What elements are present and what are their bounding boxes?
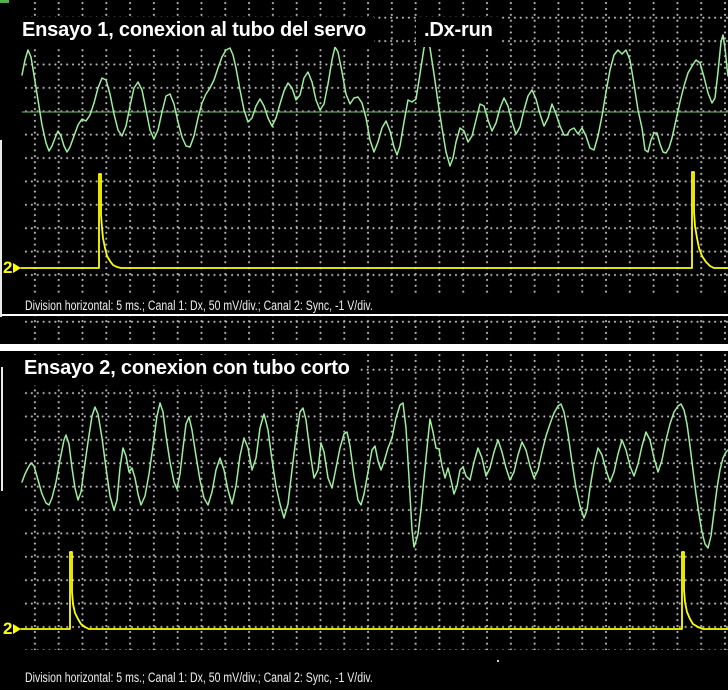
panel1-left-border xyxy=(0,140,2,317)
panel2-measurement-caption: Division horizontal: 5 ms.; Canal 1: Dx,… xyxy=(25,670,373,685)
sync-pulse-trace-panel2 xyxy=(20,551,728,630)
panel1-measurement-caption: Division horizontal: 5 ms.; Canal 1: Dx,… xyxy=(25,298,373,313)
stray-pixel-dot xyxy=(497,660,499,662)
graticule-grid-panel2 xyxy=(21,354,728,650)
dx-waveform-trace-panel2 xyxy=(21,402,728,549)
right-arrow-icon xyxy=(13,624,22,634)
channel-1-corner-mark xyxy=(0,0,9,3)
sync-pulse-trace-panel1 xyxy=(20,171,728,269)
dx-waveform-trace-panel1 xyxy=(21,34,728,167)
panel-separator xyxy=(0,344,728,351)
panel2-caption-band: Division horizontal: 5 ms.; Canal 1: Dx,… xyxy=(0,668,728,690)
channel-2-marker-label: 2 xyxy=(3,619,13,638)
channel-2-marker-panel2: 2 xyxy=(3,619,22,639)
graticule-grid-panel1 xyxy=(21,2,728,343)
panel1-title: Ensayo 1, conexion al tubo del servo .Dx… xyxy=(14,17,501,47)
panel2-title-main: Ensayo 2, conexion con tubo corto xyxy=(16,355,358,385)
channel-2-marker-label: 2 xyxy=(3,258,13,277)
panel2-title: Ensayo 2, conexion con tubo corto xyxy=(16,355,358,385)
panel1-title-suffix: .Dx-run xyxy=(416,17,501,47)
panel1-caption-band: Division horizontal: 5 ms.; Canal 1: Dx,… xyxy=(0,296,728,316)
right-arrow-icon xyxy=(13,263,22,273)
channel-2-marker-panel1: 2 xyxy=(3,258,22,278)
panel2-left-border xyxy=(1,367,3,491)
panel1-title-main: Ensayo 1, conexion al tubo del servo xyxy=(14,17,375,47)
